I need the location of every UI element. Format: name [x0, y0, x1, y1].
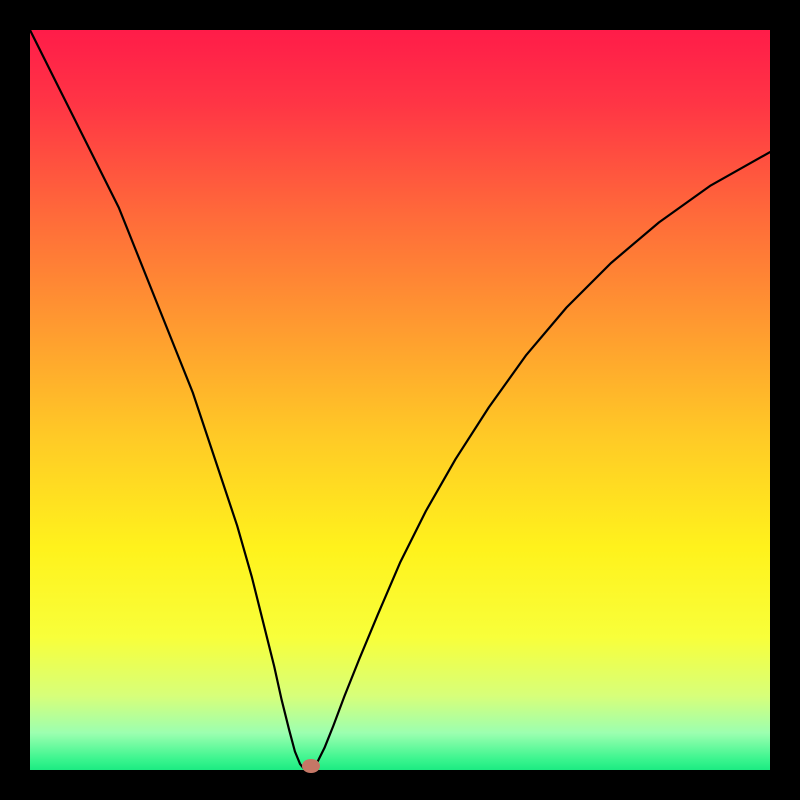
plot-area — [30, 30, 770, 770]
chart-frame — [0, 0, 800, 800]
bottleneck-curve — [30, 30, 770, 770]
minimum-marker — [302, 759, 320, 773]
